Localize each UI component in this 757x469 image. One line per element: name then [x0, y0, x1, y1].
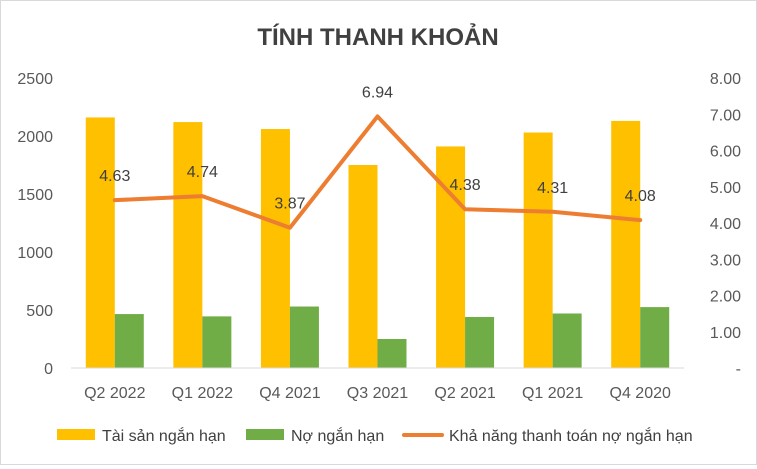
- right-tick-label: 3.00: [710, 252, 741, 269]
- ratio-data-label: 4.08: [625, 188, 656, 205]
- right-tick-label: 4.00: [710, 216, 741, 233]
- bar-no-ngan-han: [114, 314, 144, 368]
- right-tick-label: 5.00: [710, 180, 741, 197]
- category-label: Q1 2022: [172, 385, 233, 402]
- bar-tai-san-ngan-han: [611, 120, 641, 368]
- bar-tai-san-ngan-han: [173, 122, 203, 368]
- bar-tai-san-ngan-han: [348, 165, 378, 368]
- right-tick-label: 1.00: [710, 325, 741, 342]
- left-tick-label: 0: [44, 361, 53, 378]
- category-label: Q4 2021: [259, 385, 320, 402]
- category-label: Q4 2020: [610, 385, 671, 402]
- ratio-data-label: 3.87: [274, 196, 305, 213]
- legend-label: Nợ ngắn hạn: [291, 426, 384, 445]
- left-tick-label: 2000: [17, 129, 53, 146]
- ratio-data-label: 4.74: [187, 164, 218, 181]
- ratio-line-path: [112, 114, 643, 230]
- left-axis-ticks: 0 500 1000 1500 2000 2500: [17, 71, 53, 378]
- legend-swatch: [246, 429, 284, 440]
- bar-no-ngan-han: [377, 339, 407, 368]
- right-tick-label: 2.00: [710, 289, 741, 306]
- category-labels: Q2 2022 Q1 2022 Q4 2021 Q3 2021 Q2 2021 Q1 20…: [84, 385, 671, 402]
- category-label: Q1 2021: [522, 385, 583, 402]
- chart-title: TÍNH THANH KHOẢN: [257, 22, 498, 51]
- right-tick-label: 6.00: [710, 144, 741, 161]
- right-tick-label: 7.00: [710, 107, 741, 124]
- legend-label: Khả năng thanh toán nợ ngắn hạn: [449, 426, 693, 445]
- bar-no-ngan-han: [202, 316, 232, 368]
- category-label: Q3 2021: [347, 385, 408, 402]
- category-label: Q2 2021: [434, 385, 495, 402]
- bar-no-ngan-han: [640, 307, 670, 368]
- bar-tai-san-ngan-han: [260, 129, 290, 368]
- bar-tai-san-ngan-han: [85, 117, 115, 368]
- legend-swatch: [57, 429, 95, 440]
- category-label: Q2 2022: [84, 385, 145, 402]
- left-tick-label: 2500: [17, 71, 53, 88]
- ratio-data-label: 4.38: [450, 177, 481, 194]
- ratio-line: [112, 114, 643, 230]
- left-tick-label: 1500: [17, 187, 53, 204]
- right-axis-ticks: - 1.00 2.00 3.00 4.00 5.00 6.00 7.00 8.00: [710, 71, 741, 378]
- ratio-data-labels: 4.63 4.74 3.87 6.94 4.38 4.31 4.08: [99, 84, 656, 212]
- bar-tai-san-ngan-han: [523, 132, 553, 368]
- right-tick-label: -: [736, 361, 741, 378]
- right-tick-label: 8.00: [710, 71, 741, 88]
- ratio-data-label: 6.94: [362, 84, 393, 101]
- bar-no-ngan-han: [289, 306, 319, 368]
- ratio-data-label: 4.63: [99, 168, 130, 185]
- left-tick-label: 1000: [17, 245, 53, 262]
- bar-no-ngan-han: [552, 313, 582, 368]
- ratio-data-label: 4.31: [537, 180, 568, 197]
- legend: Tài sản ngắn hạn Nợ ngắn hạn Khả năng than…: [57, 426, 693, 445]
- left-tick-label: 500: [26, 303, 53, 320]
- bar-no-ngan-han: [465, 316, 495, 368]
- bars: [85, 117, 670, 368]
- legend-label: Tài sản ngắn hạn: [102, 426, 226, 445]
